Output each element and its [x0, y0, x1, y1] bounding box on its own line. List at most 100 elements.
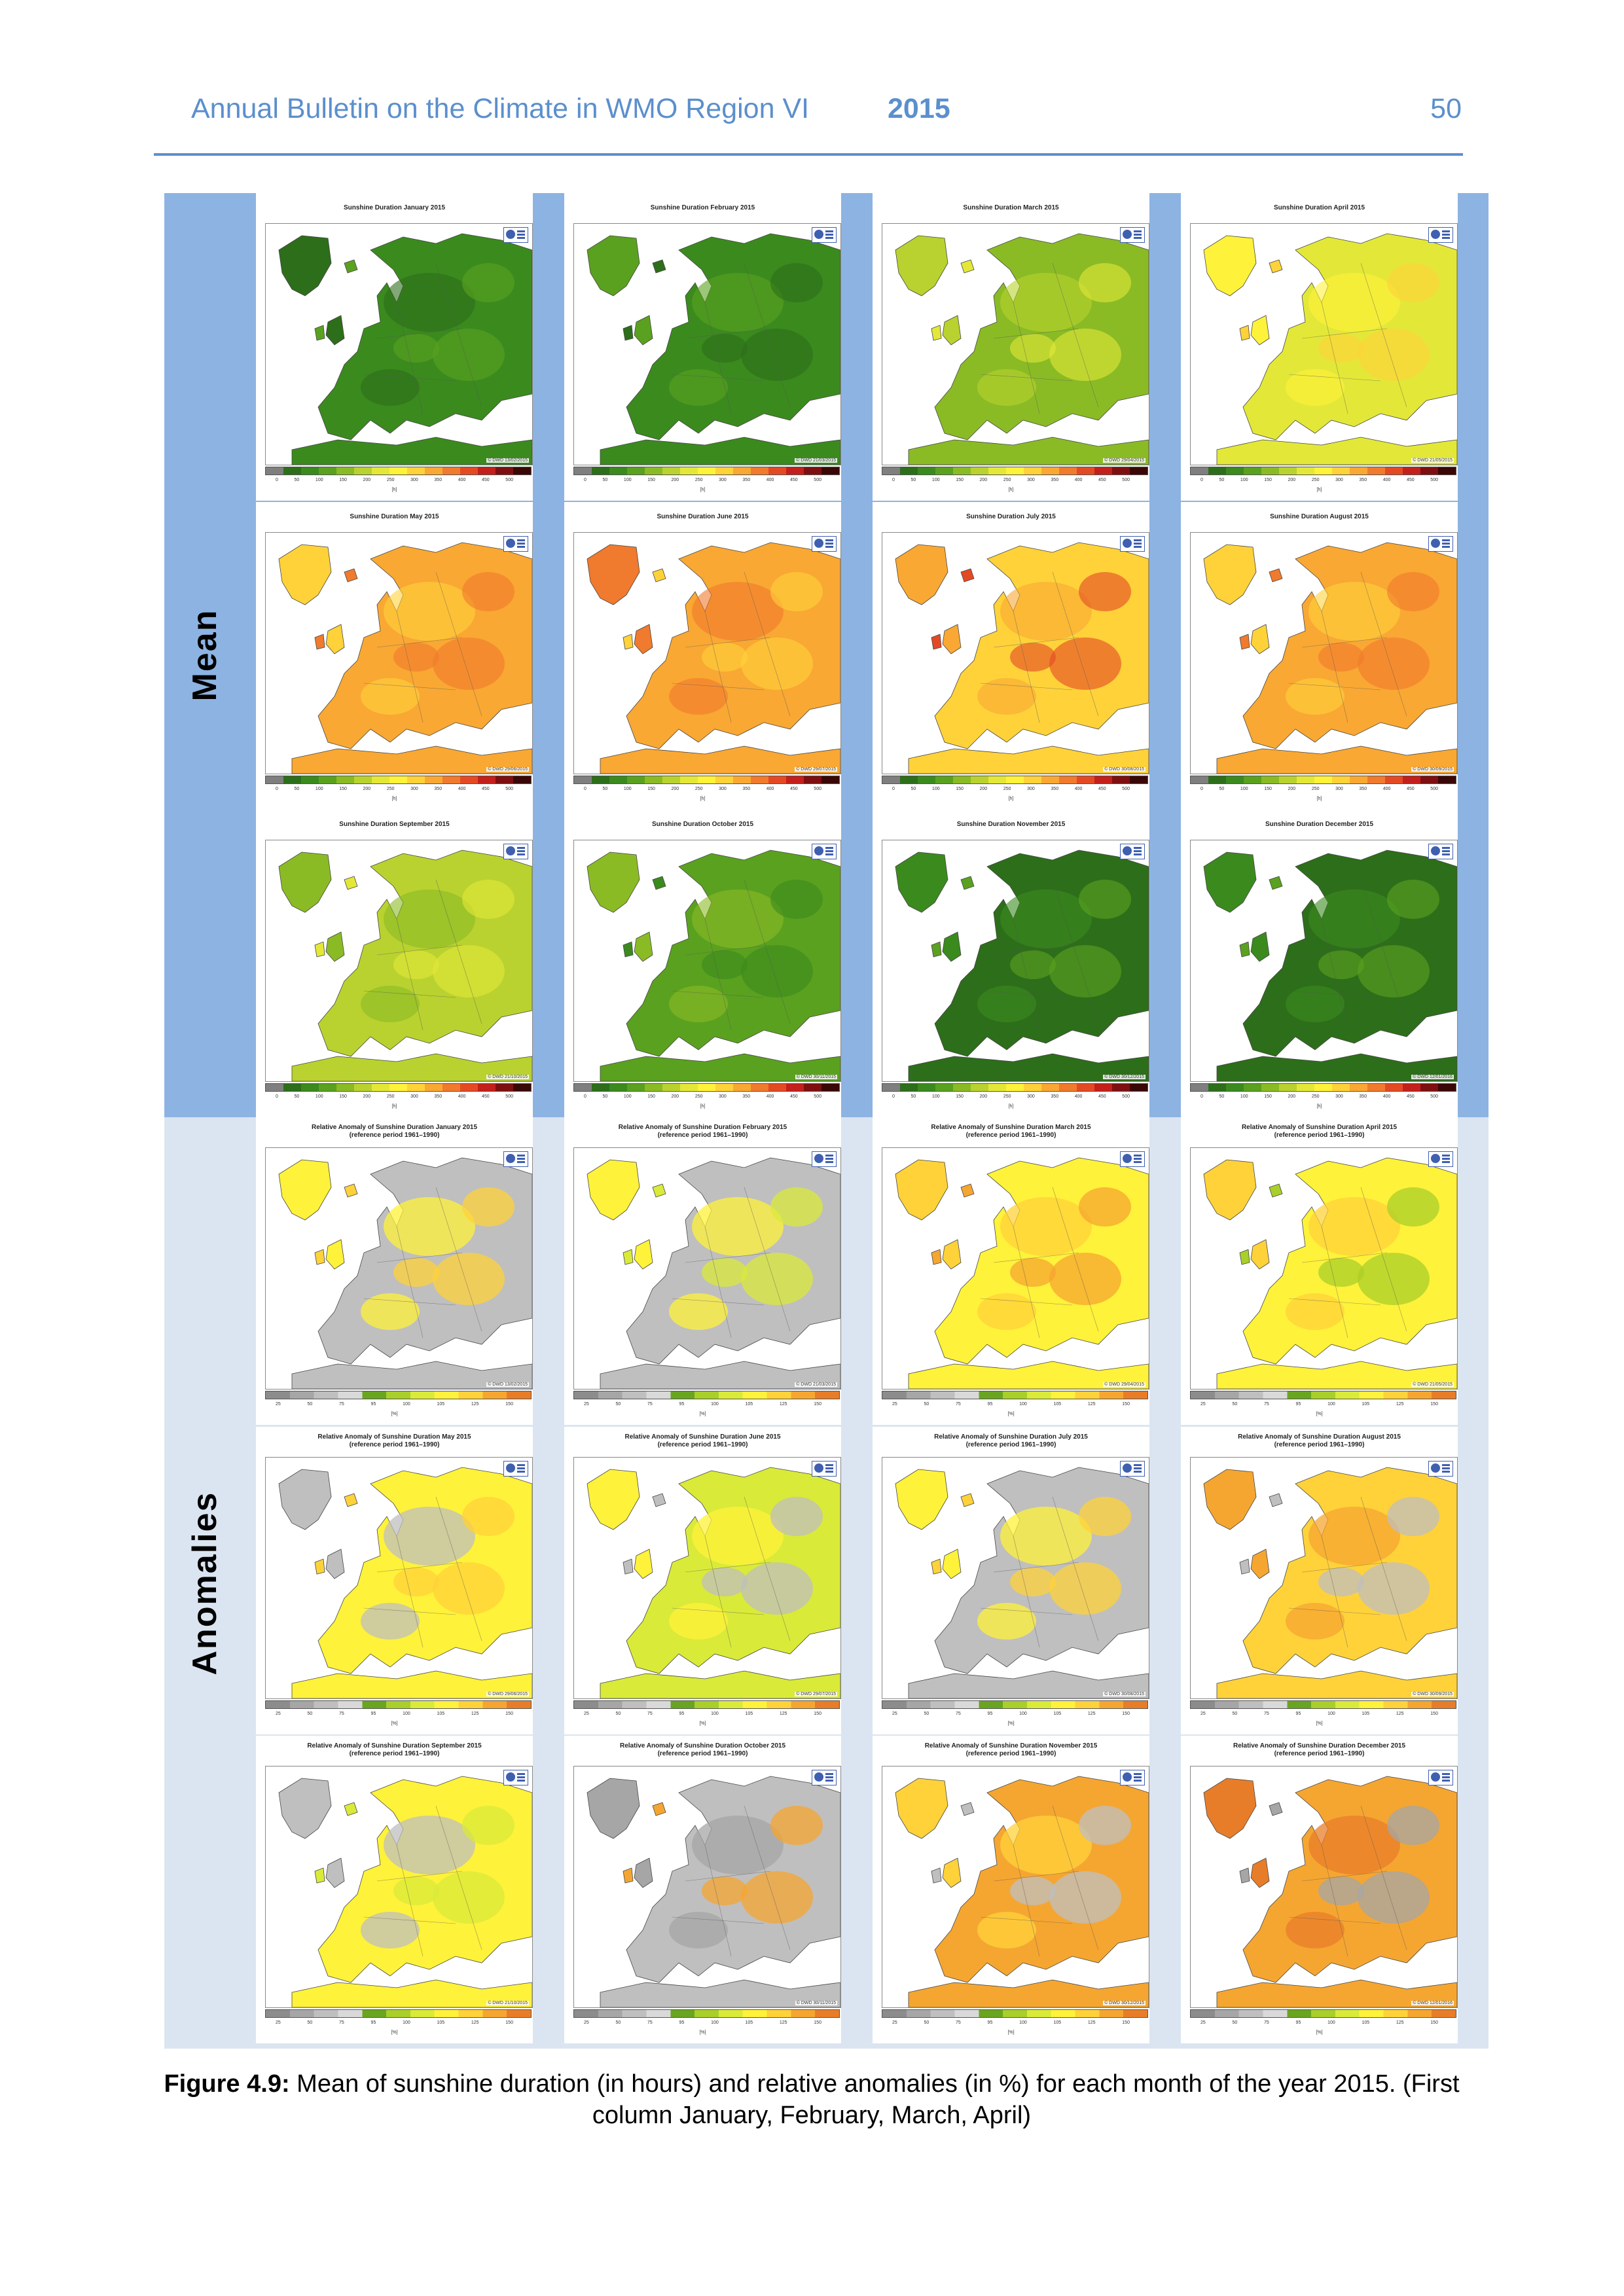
scale-tick-label: 350 [742, 478, 751, 482]
europe-map: © DWD 29/04/2015 [882, 1147, 1149, 1390]
color-scale-bar [573, 2009, 840, 2018]
anomaly-map-panel: Relative Anomaly of Sunshine Duration Ma… [873, 1117, 1149, 1425]
scale-tick-label: 50 [294, 478, 300, 482]
europe-map: © DWD 30/12/2015 [882, 1766, 1149, 2008]
scale-tick-label: 75 [1264, 1402, 1269, 1407]
color-scale-bar [573, 1391, 840, 1399]
scale-tick-label: 500 [505, 787, 513, 791]
scale-tick-label: 50 [294, 787, 300, 791]
scale-tick-label: 150 [1430, 1402, 1438, 1407]
scale-tick-label: 100 [711, 1402, 719, 1407]
scale-unit: [h] [1316, 1104, 1322, 1109]
scale-tick-label: 100 [1019, 1712, 1027, 1716]
panel-title-line: Sunshine Duration August 2015 [1270, 513, 1369, 520]
scale-tick-label: 100 [1327, 2020, 1335, 2025]
scale-unit: [%] [1007, 1412, 1015, 1416]
scale-tick-label: 400 [1074, 787, 1083, 791]
scale-tick-label: 150 [1122, 1712, 1130, 1716]
scale-tick-label: 50 [1219, 1094, 1225, 1099]
scale-tick-label: 50 [924, 1712, 929, 1716]
scale-tick-label: 50 [911, 478, 916, 482]
map-copyright: © DWD 12/01/2016 [1411, 2001, 1454, 2005]
scale-tick-label: 200 [1288, 478, 1296, 482]
scale-tick-label: 100 [1240, 1094, 1248, 1099]
scale-ticks: 0 50 100 150 200 250 300 350 400 450 500 [892, 787, 1130, 791]
scale-unit: [%] [1007, 2030, 1015, 2035]
europe-map: © DWD 21/03/2015 [573, 223, 841, 465]
scale-tick-label: 350 [1359, 478, 1367, 482]
map-copyright: © DWD 30/08/2015 [1103, 767, 1146, 772]
europe-map: © DWD 12/01/2016 [1190, 1766, 1458, 2008]
scale-tick-label: 150 [647, 787, 655, 791]
scale-tick-label: 450 [482, 478, 490, 482]
scale-ticks: 25 50 75 95 100 105 125 150 [1200, 1712, 1438, 1716]
scale-tick-label: 105 [1362, 1402, 1370, 1407]
header-rule [154, 153, 1463, 156]
scale-tick-label: 50 [1232, 2020, 1238, 2025]
panel-title-line: Sunshine Duration July 2015 [966, 513, 1056, 520]
wmo-logo-icon [503, 536, 528, 552]
map-copyright: © DWD 12/01/2016 [1411, 1075, 1454, 1079]
panel-title: Sunshine Duration January 2015 [256, 204, 533, 211]
map-copyright: © DWD 29/07/2015 [795, 767, 837, 772]
mean-map-panel: Sunshine Duration August 2015 © DWD 30/09… [1181, 502, 1458, 810]
scale-tick-label: 95 [370, 1712, 376, 1716]
scale-tick-label: 25 [276, 1712, 281, 1716]
wmo-logo-icon [812, 536, 837, 552]
scale-tick-label: 500 [1430, 1094, 1438, 1099]
scale-tick-label: 200 [363, 1094, 371, 1099]
anomaly-map-panel: Relative Anomaly of Sunshine Duration Ma… [256, 1427, 533, 1734]
scale-tick-label: 150 [956, 1094, 964, 1099]
color-scale-bar [265, 1700, 532, 1709]
europe-map: © DWD 29/07/2015 [573, 1457, 841, 1699]
scale-ticks: 25 50 75 95 100 105 125 150 [276, 1402, 513, 1407]
map-copyright: © DWD 29/06/2015 [486, 767, 529, 772]
mean-map-panel: Sunshine Duration April 2015 © DWD 21/05/… [1181, 193, 1458, 501]
panel-title: Sunshine Duration June 2015 [564, 513, 841, 520]
mean-map-panel: Sunshine Duration October 2015 © DWD 30/1… [564, 810, 841, 1117]
panel-title-line: Sunshine Duration May 2015 [350, 513, 439, 520]
scale-unit: [%] [1316, 1721, 1323, 1726]
scale-ticks: 0 50 100 150 200 250 300 350 400 450 500 [276, 1094, 513, 1099]
europe-map: © DWD 13/02/2015 [265, 223, 533, 465]
wmo-logo-icon [1120, 1770, 1145, 1785]
panel-title-line: Sunshine Duration March 2015 [963, 204, 1059, 211]
map-copyright: © DWD 21/10/2015 [486, 2001, 529, 2005]
anomaly-map-panel: Relative Anomaly of Sunshine Duration Se… [256, 1736, 533, 2043]
map-copyright: © DWD 30/09/2015 [1411, 1692, 1454, 1696]
scale-tick-label: 105 [1053, 1712, 1062, 1716]
scale-tick-label: 0 [276, 787, 278, 791]
scale-tick-label: 50 [307, 1402, 313, 1407]
scale-tick-label: 105 [437, 1402, 445, 1407]
scale-tick-label: 150 [814, 1402, 821, 1407]
scale-tick-label: 450 [1407, 787, 1415, 791]
panel-title-line: Sunshine Duration January 2015 [343, 204, 446, 211]
scale-tick-label: 250 [1003, 478, 1011, 482]
map-copyright: © DWD 30/11/2015 [795, 1075, 837, 1079]
scale-tick-label: 150 [814, 1712, 821, 1716]
color-scale-bar [265, 1391, 532, 1399]
panel-title-line: Relative Anomaly of Sunshine Duration De… [1233, 1742, 1406, 1749]
scale-tick-label: 250 [695, 787, 703, 791]
figure-caption: Figure 4.9: Mean of sunshine duration (i… [160, 2068, 1463, 2131]
map-copyright: © DWD 13/02/2015 [486, 1382, 529, 1387]
scale-tick-label: 350 [1051, 478, 1059, 482]
panel-subtitle: (reference period 1961–1990) [657, 1750, 748, 1757]
scale-tick-label: 125 [471, 1712, 479, 1716]
panel-title-line: Relative Anomaly of Sunshine Duration Ap… [1241, 1124, 1398, 1131]
panel-title-line: Sunshine Duration June 2015 [657, 513, 749, 520]
scale-tick-label: 75 [1264, 1712, 1269, 1716]
wmo-logo-icon [812, 227, 837, 243]
scale-tick-label: 75 [647, 1402, 653, 1407]
scale-tick-label: 125 [1087, 2020, 1096, 2025]
panel-title-line: Sunshine Duration November 2015 [956, 821, 1066, 828]
scale-tick-label: 300 [410, 1094, 418, 1099]
scale-tick-label: 350 [742, 1094, 751, 1099]
panel-title-line: Sunshine Duration April 2015 [1273, 204, 1365, 211]
scale-tick-label: 50 [307, 2020, 313, 2025]
anomaly-map-panel: Relative Anomaly of Sunshine Duration Fe… [564, 1117, 841, 1425]
panel-title: Relative Anomaly of Sunshine Duration De… [1181, 1742, 1458, 1758]
scale-tick-label: 300 [1027, 787, 1035, 791]
scale-tick-label: 105 [1053, 2020, 1062, 2025]
mean-section-label: Mean [186, 609, 224, 702]
